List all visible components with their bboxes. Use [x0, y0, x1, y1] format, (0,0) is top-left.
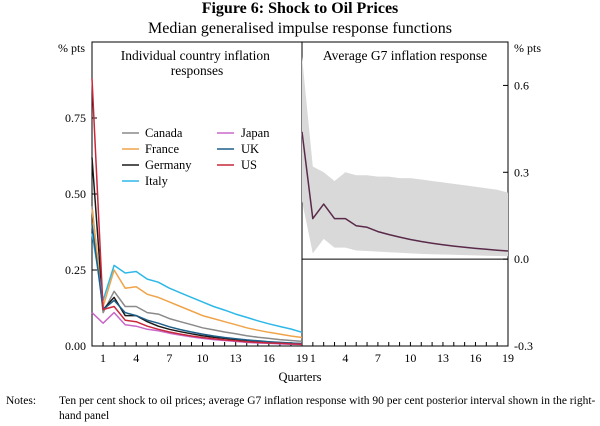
left-panel-title-line1: Individual country inflation	[121, 48, 270, 63]
left-panel-title: Individual country inflation responses	[121, 48, 274, 78]
right-x-tick-label: 19	[502, 351, 514, 365]
left-series-line-france	[91, 209, 303, 339]
left-x-tick-label: 10	[197, 351, 209, 365]
legend-label-japan: Japan	[241, 126, 270, 140]
right-y-unit-label: % pts	[514, 41, 541, 55]
legend-label-uk: UK	[241, 142, 259, 156]
left-x-tick-label: 13	[230, 351, 242, 365]
x-axis-label: Quarters	[278, 370, 321, 384]
left-series-line-italy	[91, 233, 303, 334]
right-series-line-median	[301, 131, 509, 252]
right-x-tick-label: 13	[437, 351, 449, 365]
right-y-tick-label: 0.3	[514, 165, 529, 179]
right-x-tick-label: 4	[342, 351, 348, 365]
left-y-tick-label: 0.50	[65, 187, 86, 201]
legend-label-italy: Italy	[145, 174, 169, 188]
right-y-tick-label: -0.3	[514, 339, 533, 353]
legend-label-france: France	[145, 142, 179, 156]
right-y-tick-label: 0.0	[514, 252, 529, 266]
legend-label-canada: Canada	[145, 126, 183, 140]
figure-subtitle: Median generalised impulse response func…	[148, 20, 452, 37]
right-x-tick-label: 1	[310, 351, 316, 365]
notes-label: Notes:	[6, 395, 37, 407]
right-y-tick-label: 0.6	[514, 78, 529, 92]
left-y-tick-label: 0.00	[65, 339, 86, 353]
left-series-line-uk	[91, 224, 303, 345]
left-x-tick-label: 16	[263, 351, 275, 365]
legend-label-germany: Germany	[145, 158, 192, 172]
left-x-tick-label: 1	[100, 351, 106, 365]
left-series-line-canada	[91, 206, 303, 343]
left-y-tick-label: 0.75	[65, 111, 86, 125]
left-x-tick-label: 4	[133, 351, 139, 365]
left-series-line-germany	[91, 157, 303, 345]
right-x-tick-label: 10	[404, 351, 416, 365]
left-x-tick-label: 7	[166, 351, 172, 365]
chart-marks: 0.000.250.500.751 4 7 10 13 16 19-0.30.00.30.6…	[65, 56, 533, 365]
right-interval-band	[302, 56, 508, 257]
notes-text: Ten per cent shock to oil prices; averag…	[59, 395, 596, 422]
left-panel-title-line2: responses	[171, 63, 224, 78]
left-y-unit-label: % pts	[58, 41, 85, 55]
legend-label-us: US	[241, 158, 257, 172]
left-y-tick-label: 0.25	[65, 263, 86, 277]
right-x-tick-label: 7	[375, 351, 381, 365]
legend: Canada France Germany Italy Japan UK US	[122, 126, 270, 188]
left-x-tick-label: 19	[296, 351, 308, 365]
right-panel-title: Average G7 inflation response	[323, 48, 487, 63]
figure-title: Figure 6: Shock to Oil Prices	[201, 0, 399, 17]
left-series-line-us	[91, 78, 303, 345]
right-x-tick-label: 16	[469, 351, 481, 365]
